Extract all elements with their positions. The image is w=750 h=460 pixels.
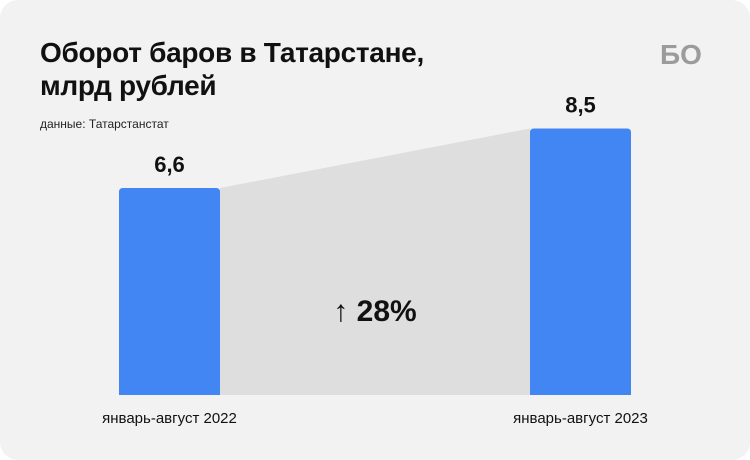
logo-text: БО [660, 39, 702, 70]
category-label-2: январь-август 2023 [513, 410, 648, 427]
chart-title-line-1: Оборот баров в Татарстане, [40, 37, 424, 68]
bo-logo: БО [660, 39, 702, 70]
category-label-1: январь-август 2022 [102, 410, 237, 427]
data-source-note: данные: Татарстанстат [40, 117, 169, 131]
bar-value-label-2: 8,5 [565, 92, 596, 117]
bar-1 [119, 188, 220, 395]
change-connector [220, 128, 530, 396]
chart-layer: 6,6 январь-август 2022 8,5 январь-август 20… [102, 92, 648, 427]
bar-value-label-1: 6,6 [154, 152, 185, 177]
bar-2 [530, 128, 631, 396]
chart-title: Оборот баров в Татарстане, млрд рублей [40, 36, 600, 102]
chart-title-line-2: млрд рублей [40, 70, 217, 101]
change-percent-label: ↑ 28% [333, 295, 416, 328]
